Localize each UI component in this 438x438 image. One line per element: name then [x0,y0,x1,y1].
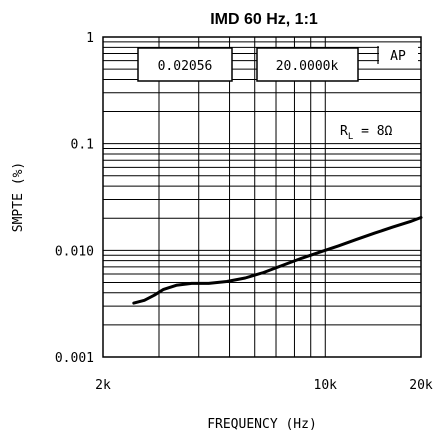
chart-title: IMD 60 Hz, 1:1 [210,11,318,28]
y-tick-label: 0.1 [71,138,94,153]
plot-frame [102,36,422,358]
readout-left-value: 0.02056 [158,59,213,74]
readout-right-value: 20.0000k [276,59,339,74]
x-tick-label: 10k [314,378,338,393]
y-tick-labels: 1 0.1 0.010 0.001 [55,31,94,366]
x-tick-label: 20k [409,378,433,393]
readout-right-box [256,47,359,82]
y-tick-label: 0.001 [55,351,94,366]
series-line [132,216,423,305]
series-layer [132,216,423,305]
ap-logo-background [379,44,418,66]
x-tick-labels: 2k 10k 20k [95,378,433,393]
x-axis-label: FREQUENCY (Hz) [207,417,317,432]
grid-lines [103,37,421,357]
y-tick-label: 1 [86,31,94,46]
y-axis-label: SMPTE (%) [11,162,26,232]
load-label: RL = 8Ω [340,124,393,142]
load-label-background [336,117,418,141]
y-tick-label: 0.010 [55,244,94,259]
x-tick-label: 2k [95,378,111,393]
readout-left-box [137,47,233,82]
ap-logo: AP [390,49,406,64]
